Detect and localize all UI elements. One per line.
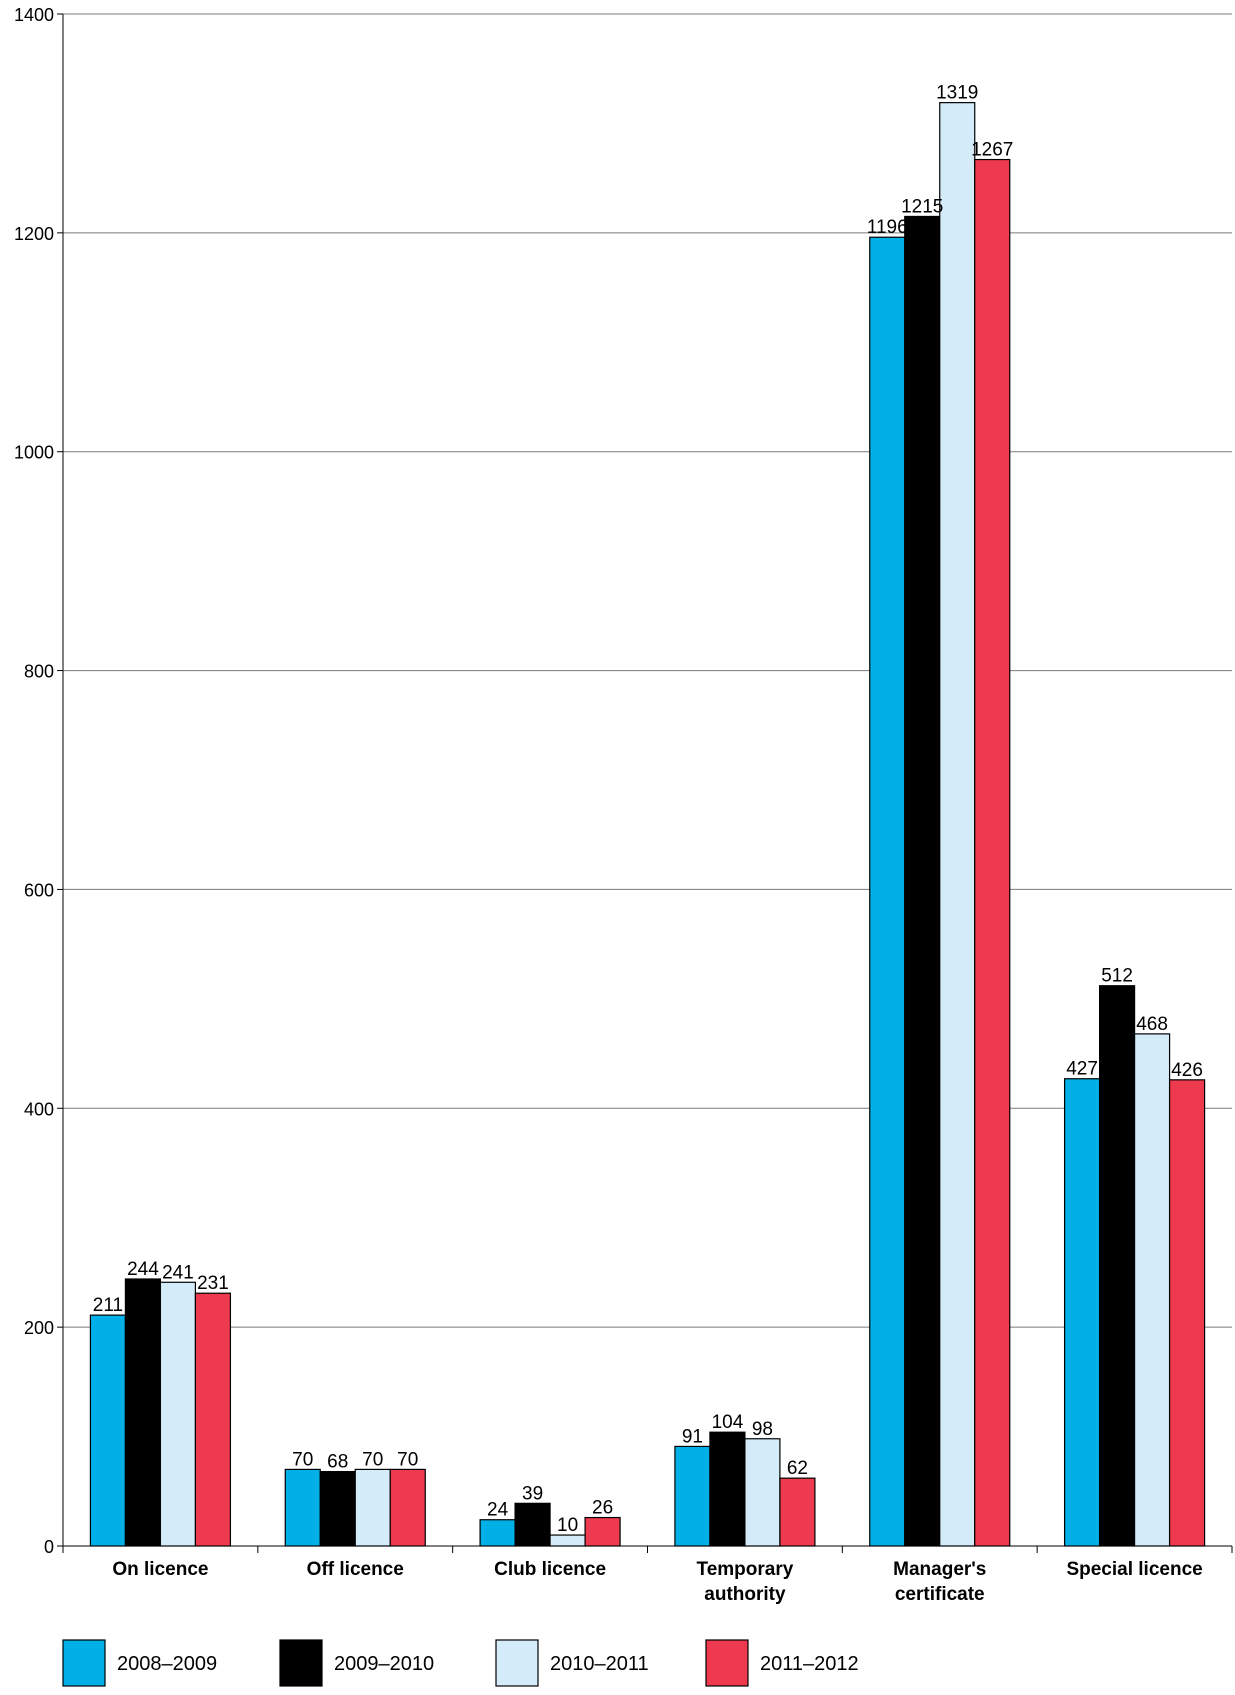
data-label: 62 — [787, 1458, 808, 1479]
category-label: authority — [704, 1584, 786, 1605]
legend-label: 2008–2009 — [117, 1653, 217, 1675]
y-tick-label: 1000 — [14, 443, 54, 463]
category-label: Club licence — [494, 1559, 606, 1580]
data-label: 70 — [292, 1449, 313, 1470]
bar — [744, 1438, 781, 1547]
data-label: 1196 — [867, 217, 908, 238]
y-tick-label: 0 — [44, 1537, 54, 1557]
data-label: 512 — [1101, 966, 1133, 987]
y-tick-label: 200 — [24, 1318, 54, 1338]
bar — [124, 1278, 162, 1547]
data-label: 24 — [487, 1500, 509, 1521]
data-label: 98 — [752, 1419, 773, 1440]
data-label: 1215 — [901, 196, 943, 217]
data-label: 1267 — [971, 140, 1013, 161]
y-tick-label: 1200 — [14, 224, 54, 244]
bar — [319, 1470, 356, 1547]
bar — [1168, 1079, 1206, 1547]
legend: 2008–2009 2009–2010 2010–2011 2011–2012 — [62, 1639, 859, 1687]
data-label: 104 — [712, 1412, 744, 1433]
bar — [674, 1445, 711, 1547]
legend-label: 2010–2011 — [550, 1653, 649, 1675]
legend-swatch — [62, 1639, 106, 1687]
y-tick-label: 1400 — [14, 5, 54, 25]
bar — [1133, 1033, 1171, 1547]
data-label: 26 — [592, 1498, 613, 1519]
bar — [354, 1468, 391, 1547]
data-label: 211 — [93, 1295, 123, 1316]
data-label: 241 — [162, 1262, 194, 1283]
bar — [389, 1468, 426, 1547]
data-label: 1319 — [936, 83, 978, 104]
legend-label: 2011–2012 — [760, 1653, 859, 1675]
data-label: 468 — [1136, 1014, 1168, 1035]
legend-swatch — [279, 1639, 323, 1687]
bar — [284, 1468, 321, 1547]
category-label: Off licence — [307, 1559, 404, 1580]
bar — [709, 1431, 746, 1547]
category-label: certificate — [895, 1584, 985, 1605]
axes: 0 200 400 600 800 1000 1200 1400 — [14, 5, 1233, 1557]
legend-swatch — [495, 1639, 539, 1687]
category-label: Manager's — [893, 1559, 986, 1580]
bar — [1098, 985, 1136, 1547]
y-tick-label: 400 — [24, 1099, 54, 1119]
bar — [194, 1292, 232, 1547]
data-label: 91 — [682, 1426, 703, 1447]
data-label: 427 — [1066, 1059, 1098, 1080]
data-label: 68 — [327, 1452, 348, 1473]
bar — [869, 236, 906, 1547]
gridlines — [63, 13, 1232, 1328]
legend-label: 2009–2010 — [334, 1653, 434, 1675]
bar — [549, 1534, 586, 1547]
bar — [479, 1519, 516, 1547]
data-label: 70 — [362, 1449, 383, 1470]
bar — [159, 1281, 197, 1547]
bar — [1063, 1078, 1101, 1547]
legend-swatch — [705, 1639, 749, 1687]
bar — [939, 102, 976, 1547]
data-label: 426 — [1171, 1060, 1203, 1081]
data-label: 244 — [127, 1259, 159, 1280]
category-label: On licence — [112, 1559, 208, 1580]
bar — [514, 1502, 551, 1547]
data-label: 39 — [522, 1483, 543, 1504]
bar — [904, 215, 941, 1547]
data-label: 70 — [397, 1449, 418, 1470]
data-label: 231 — [197, 1273, 229, 1294]
data-label: 10 — [557, 1515, 578, 1536]
category-label: Temporary — [697, 1559, 794, 1580]
bar — [974, 158, 1011, 1547]
category-label: Special licence — [1066, 1559, 1202, 1580]
bars — [89, 102, 1206, 1547]
y-tick-label: 800 — [24, 662, 54, 682]
bar — [779, 1477, 816, 1547]
y-tick-label: 600 — [24, 880, 54, 900]
bar — [89, 1314, 127, 1547]
bar — [584, 1516, 621, 1547]
